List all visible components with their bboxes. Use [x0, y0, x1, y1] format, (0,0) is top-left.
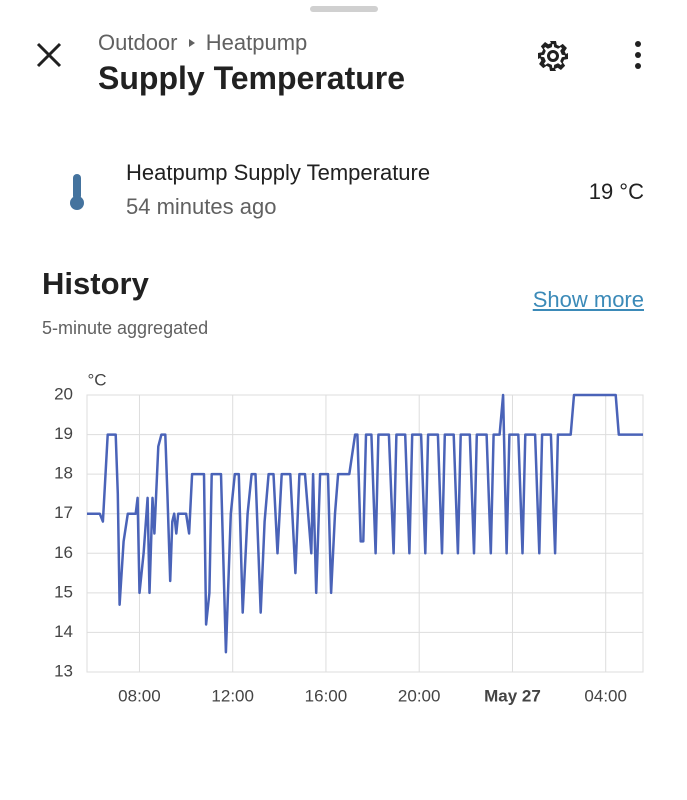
drag-handle[interactable] [310, 6, 378, 12]
entity-last-changed: 54 minutes ago [126, 194, 277, 219]
x-tick-label: 16:00 [305, 686, 348, 705]
y-tick-label: 16 [54, 543, 73, 562]
history-chart: °C 13 14 15 16 17 18 19 20 08:00 12:00 16:00 20:00 M… [54, 370, 644, 705]
history-title: History [42, 266, 149, 301]
entity-state: 19 °C [588, 179, 644, 204]
entity-name: Heatpump Supply Temperature [126, 160, 431, 185]
breadcrumb: Outdoor Heatpump [98, 30, 307, 56]
x-tick-label: May 27 [484, 686, 541, 705]
breadcrumb-item[interactable]: Outdoor [98, 30, 178, 55]
y-tick-label: 17 [54, 503, 73, 522]
thermometer-icon [70, 174, 84, 210]
breadcrumb-item[interactable]: Heatpump [205, 30, 308, 55]
y-axis-unit: °C [87, 370, 106, 389]
close-button[interactable] [34, 40, 64, 70]
more-menu-button[interactable] [628, 40, 648, 72]
y-tick-label: 14 [54, 622, 73, 641]
y-tick-label: 13 [54, 661, 73, 680]
y-tick-label: 19 [54, 424, 73, 443]
line-series [87, 393, 643, 654]
settings-button[interactable] [535, 38, 571, 74]
x-tick-label: 04:00 [584, 686, 627, 705]
page-title: Supply Temperature [98, 60, 406, 96]
x-tick-label: 20:00 [398, 686, 441, 705]
y-tick-label: 15 [54, 582, 73, 601]
history-subtitle: 5-minute aggregated [42, 318, 209, 338]
y-tick-label: 20 [54, 384, 73, 403]
x-tick-label: 08:00 [118, 686, 161, 705]
breadcrumb-separator [188, 39, 195, 47]
show-more-link[interactable]: Show more [532, 287, 644, 312]
y-tick-label: 18 [54, 464, 73, 483]
x-tick-label: 12:00 [211, 686, 254, 705]
